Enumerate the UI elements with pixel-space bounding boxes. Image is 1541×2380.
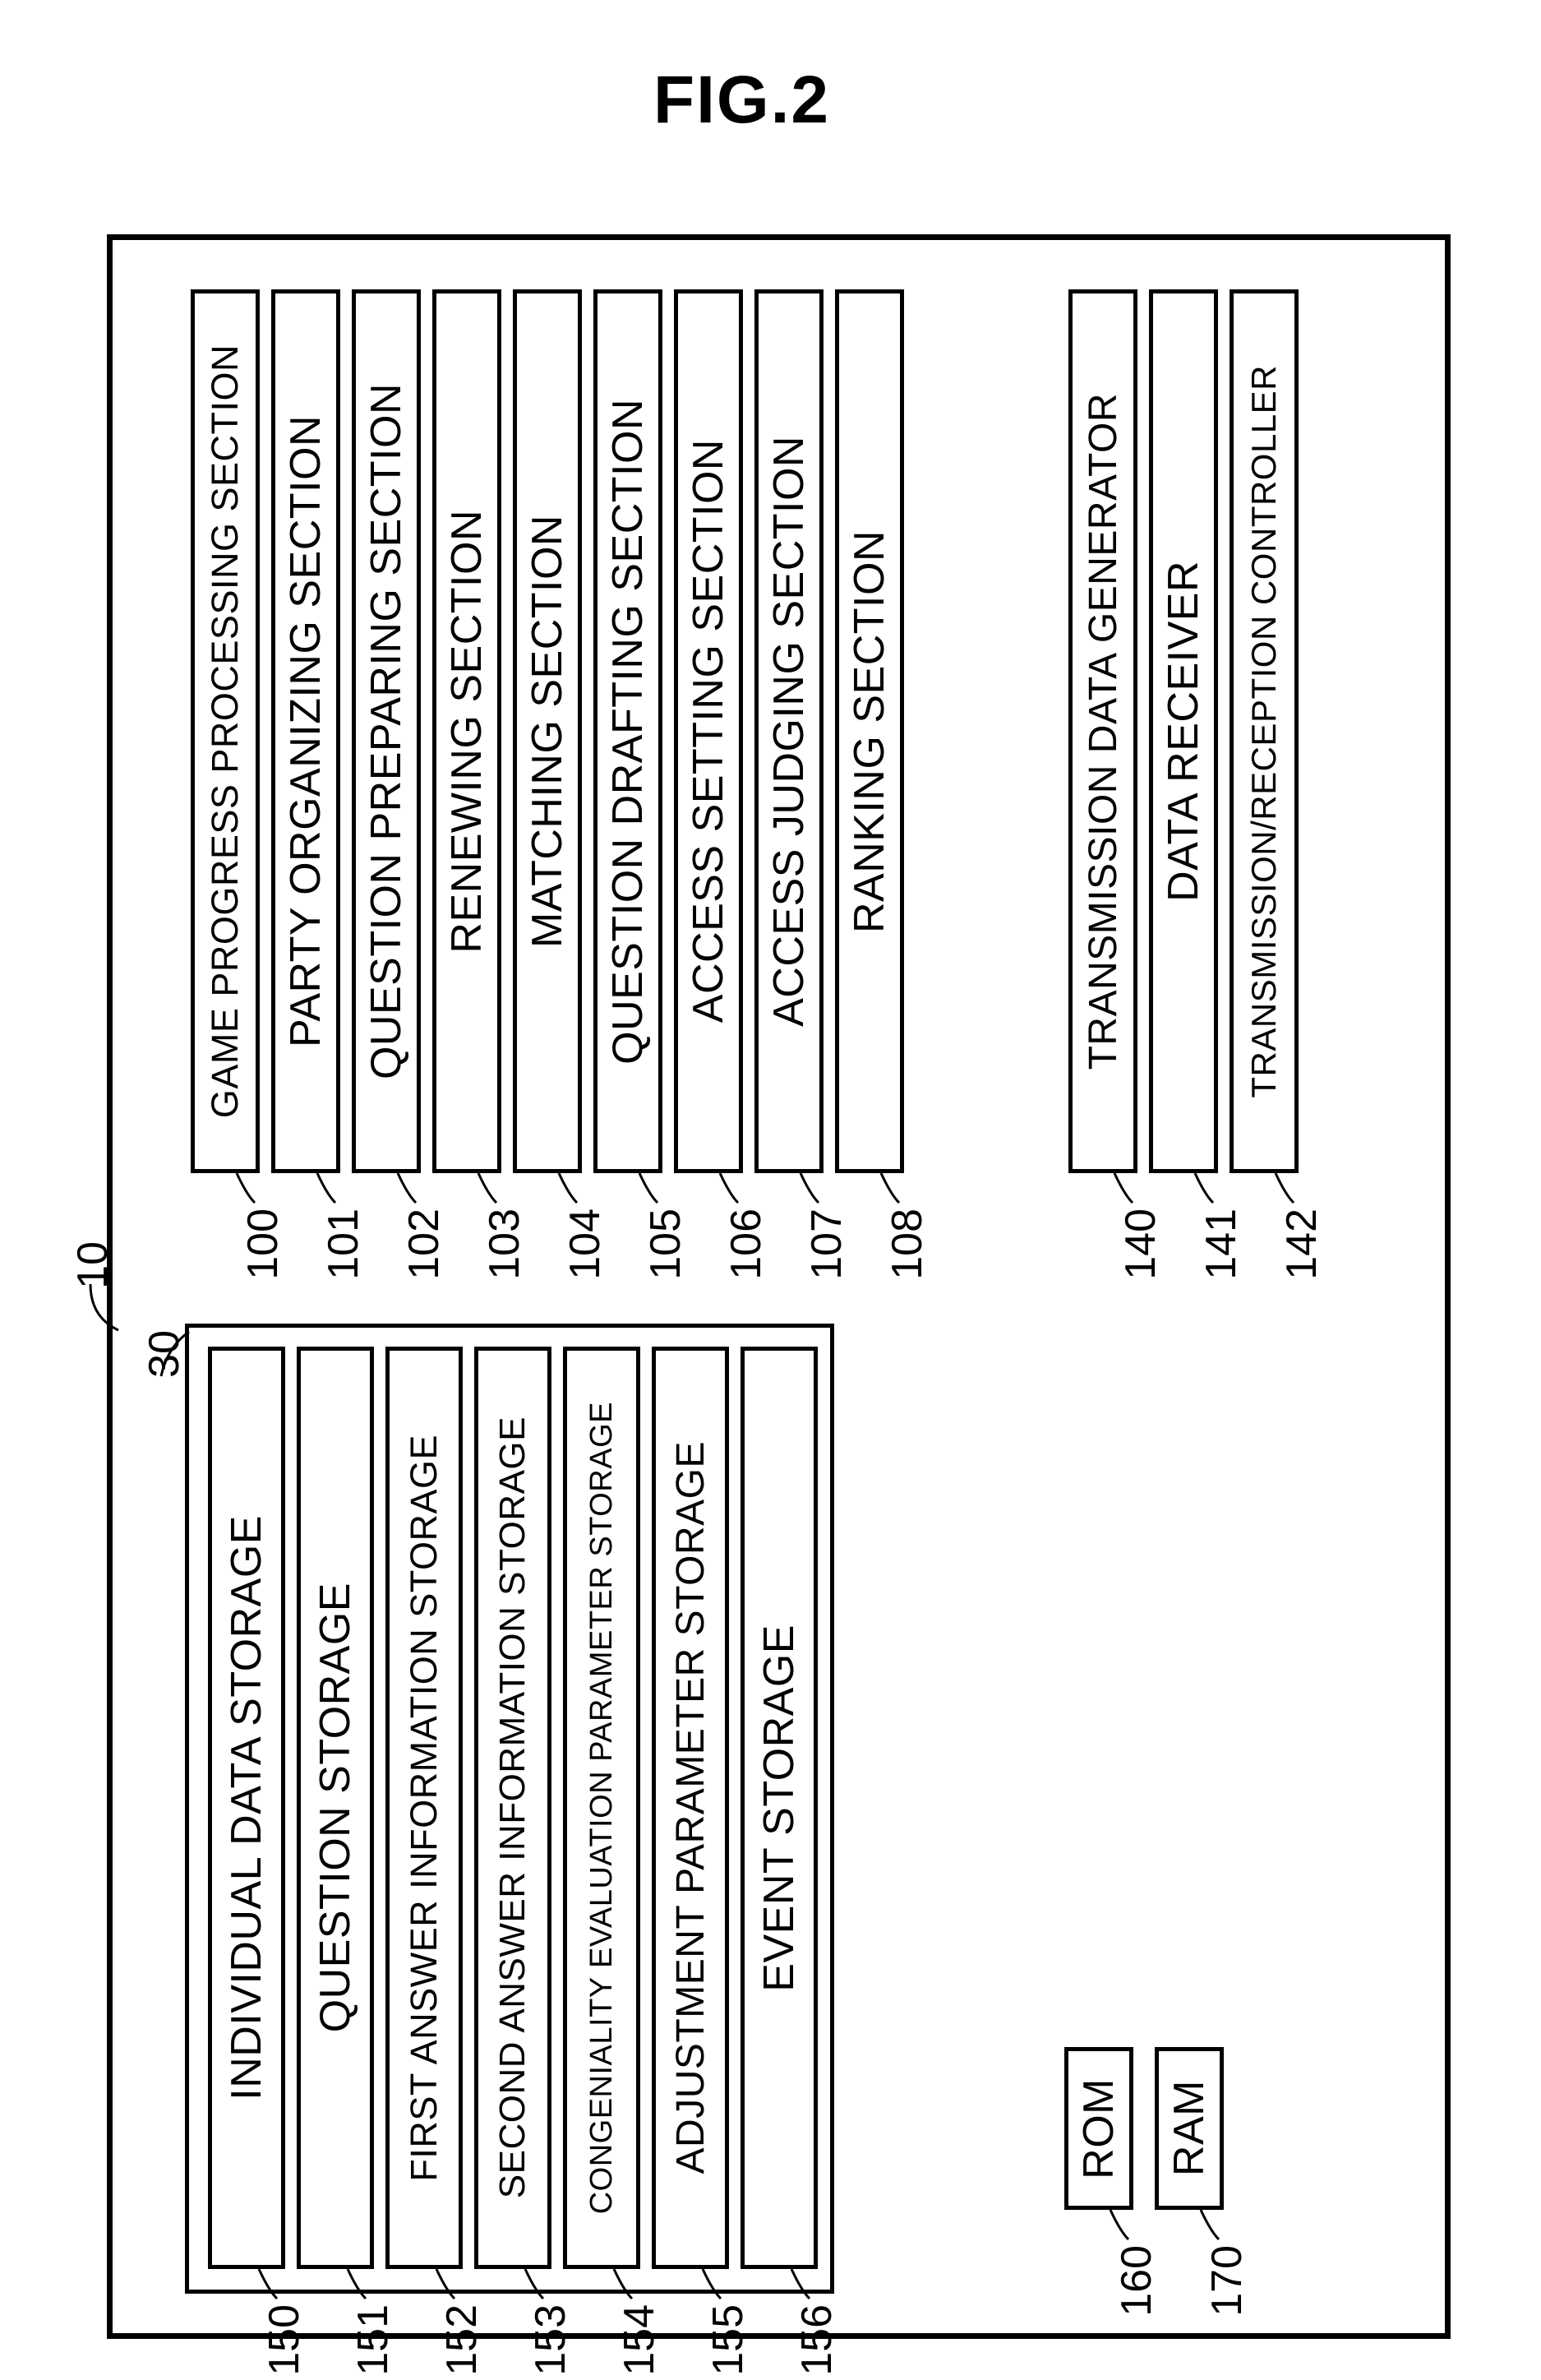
- ref-103: 103: [480, 1208, 529, 1280]
- ref-107: 107: [802, 1208, 851, 1280]
- ref-155: 155: [704, 2304, 753, 2376]
- block-rom: ROM: [1064, 2047, 1133, 2210]
- ref-100: 100: [238, 1208, 288, 1280]
- block-game-progress: GAME PROGRESS PROCESSING SECTION: [191, 289, 260, 1173]
- block-tx-rx-controller: TRANSMISSION/RECEPTION CONTROLLER: [1230, 289, 1299, 1173]
- block-ranking: RANKING SECTION: [835, 289, 904, 1173]
- block-ram: RAM: [1155, 2047, 1224, 2210]
- ref-102: 102: [399, 1208, 449, 1280]
- block-label: RANKING SECTION: [845, 530, 894, 933]
- block-tx-data-generator: TRANSMISSION DATA GENERATOR: [1068, 289, 1137, 1173]
- ref-152: 152: [437, 2304, 487, 2376]
- block-label: TRANSMISSION/RECEPTION CONTROLLER: [1244, 365, 1284, 1098]
- block-second-answer-storage: SECOND ANSWER INFORMATION STORAGE: [474, 1347, 551, 2269]
- block-event-storage: EVENT STORAGE: [741, 1347, 818, 2269]
- block-first-answer-storage: FIRST ANSWER INFORMATION STORAGE: [385, 1347, 463, 2269]
- block-label: ADJUSTMENT PARAMETER STORAGE: [668, 1441, 713, 2174]
- block-label: ACCESS JUDGING SECTION: [764, 436, 814, 1027]
- block-label: EVENT STORAGE: [754, 1624, 804, 1992]
- outer-ref: 10: [68, 1241, 118, 1289]
- ref-151: 151: [348, 2304, 398, 2376]
- ref-170: 170: [1202, 2245, 1252, 2317]
- block-individual-data-storage: INDIVIDUAL DATA STORAGE: [208, 1347, 285, 2269]
- block-label: MATCHING SECTION: [523, 515, 572, 948]
- block-question-storage: QUESTION STORAGE: [297, 1347, 374, 2269]
- block-question-preparing: QUESTION PREPARING SECTION: [352, 289, 421, 1173]
- block-matching: MATCHING SECTION: [513, 289, 582, 1173]
- block-label: FIRST ANSWER INFORMATION STORAGE: [403, 1435, 445, 2182]
- block-label: RAM: [1165, 2080, 1214, 2176]
- ref-106: 106: [722, 1208, 771, 1280]
- ref-156: 156: [792, 2304, 842, 2376]
- block-question-drafting: QUESTION DRAFTING SECTION: [593, 289, 662, 1173]
- leader-30: [159, 1330, 192, 1379]
- block-label: PARTY ORGANIZING SECTION: [281, 415, 330, 1047]
- ref-108: 108: [883, 1208, 932, 1280]
- block-label: RENEWING SECTION: [442, 510, 491, 954]
- block-party-organizing: PARTY ORGANIZING SECTION: [271, 289, 340, 1173]
- block-label: INDIVIDUAL DATA STORAGE: [222, 1515, 271, 2100]
- block-label: GAME PROGRESS PROCESSING SECTION: [204, 344, 247, 1118]
- block-congeniality-storage: CONGENIALITY EVALUATION PARAMETER STORAG…: [563, 1347, 640, 2269]
- block-label: QUESTION PREPARING SECTION: [362, 383, 411, 1079]
- block-label: TRANSMISSION DATA GENERATOR: [1081, 393, 1126, 1070]
- ref-142: 142: [1277, 1208, 1326, 1280]
- ref-140: 140: [1116, 1208, 1165, 1280]
- block-label: ACCESS SETTING SECTION: [684, 439, 733, 1023]
- block-adjustment-param-storage: ADJUSTMENT PARAMETER STORAGE: [652, 1347, 729, 2269]
- block-access-judging: ACCESS JUDGING SECTION: [754, 289, 824, 1173]
- ref-101: 101: [319, 1208, 368, 1280]
- block-data-receiver: DATA RECEIVER: [1149, 289, 1218, 1173]
- ref-160: 160: [1112, 2245, 1161, 2317]
- block-renewing: RENEWING SECTION: [432, 289, 501, 1173]
- outer-leader-svg: [89, 1284, 122, 1333]
- block-label: ROM: [1074, 2078, 1123, 2179]
- figure-title: FIG.2: [653, 62, 830, 139]
- ref-153: 153: [526, 2304, 575, 2376]
- ref-141: 141: [1197, 1208, 1246, 1280]
- block-label: CONGENIALITY EVALUATION PARAMETER STORAG…: [584, 1402, 620, 2214]
- ref-104: 104: [561, 1208, 610, 1280]
- block-access-setting: ACCESS SETTING SECTION: [674, 289, 743, 1173]
- block-label: DATA RECEIVER: [1159, 561, 1208, 902]
- block-label: QUESTION STORAGE: [311, 1583, 360, 2032]
- ref-150: 150: [260, 2304, 309, 2376]
- block-label: SECOND ANSWER INFORMATION STORAGE: [492, 1416, 533, 2198]
- ref-154: 154: [615, 2304, 664, 2376]
- block-label: QUESTION DRAFTING SECTION: [603, 399, 653, 1065]
- ref-105: 105: [641, 1208, 690, 1280]
